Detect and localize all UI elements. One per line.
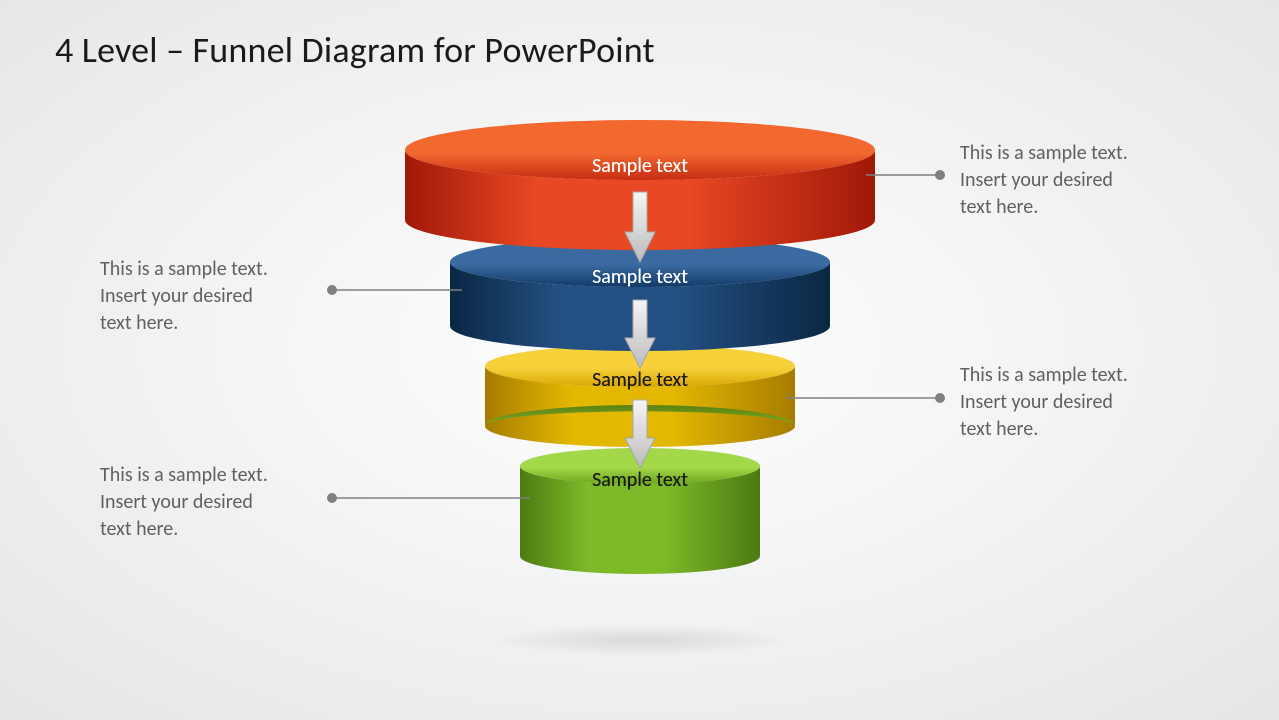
callout-line: Insert your desired [100,284,253,308]
slide-title: 4 Level – Funnel Diagram for PowerPoint [55,28,655,72]
callout-line: text here. [100,311,178,335]
callout-line: text here. [100,517,178,541]
svg-text:Sample text: Sample text [592,154,688,178]
slide-canvas: Sample text Sample text Sample text Sample … [0,0,1279,720]
callout-text-2: This is a sample text. Insert your desire… [100,256,330,337]
callout-line: text here. [960,417,1038,441]
callout-line: This is a sample text. [100,463,268,487]
callout-line: text here. [960,195,1038,219]
callout-line: This is a sample text. [960,363,1128,387]
callout-line: Insert your desired [960,390,1113,414]
callout-text-4: This is a sample text. Insert your desire… [100,462,330,543]
funnel-diagram-svg: Sample text Sample text Sample text Sample … [0,0,1279,720]
callout-line: Insert your desired [100,490,253,514]
callout-line: Insert your desired [960,168,1113,192]
svg-text:Sample text: Sample text [592,368,688,392]
callout-line: This is a sample text. [100,257,268,281]
callout-text-1: This is a sample text. Insert your desire… [960,140,1190,221]
svg-text:Sample text: Sample text [592,468,688,492]
svg-text:Sample text: Sample text [592,265,688,289]
callout-line: This is a sample text. [960,141,1128,165]
callout-text-3: This is a sample text. Insert your desire… [960,362,1190,443]
